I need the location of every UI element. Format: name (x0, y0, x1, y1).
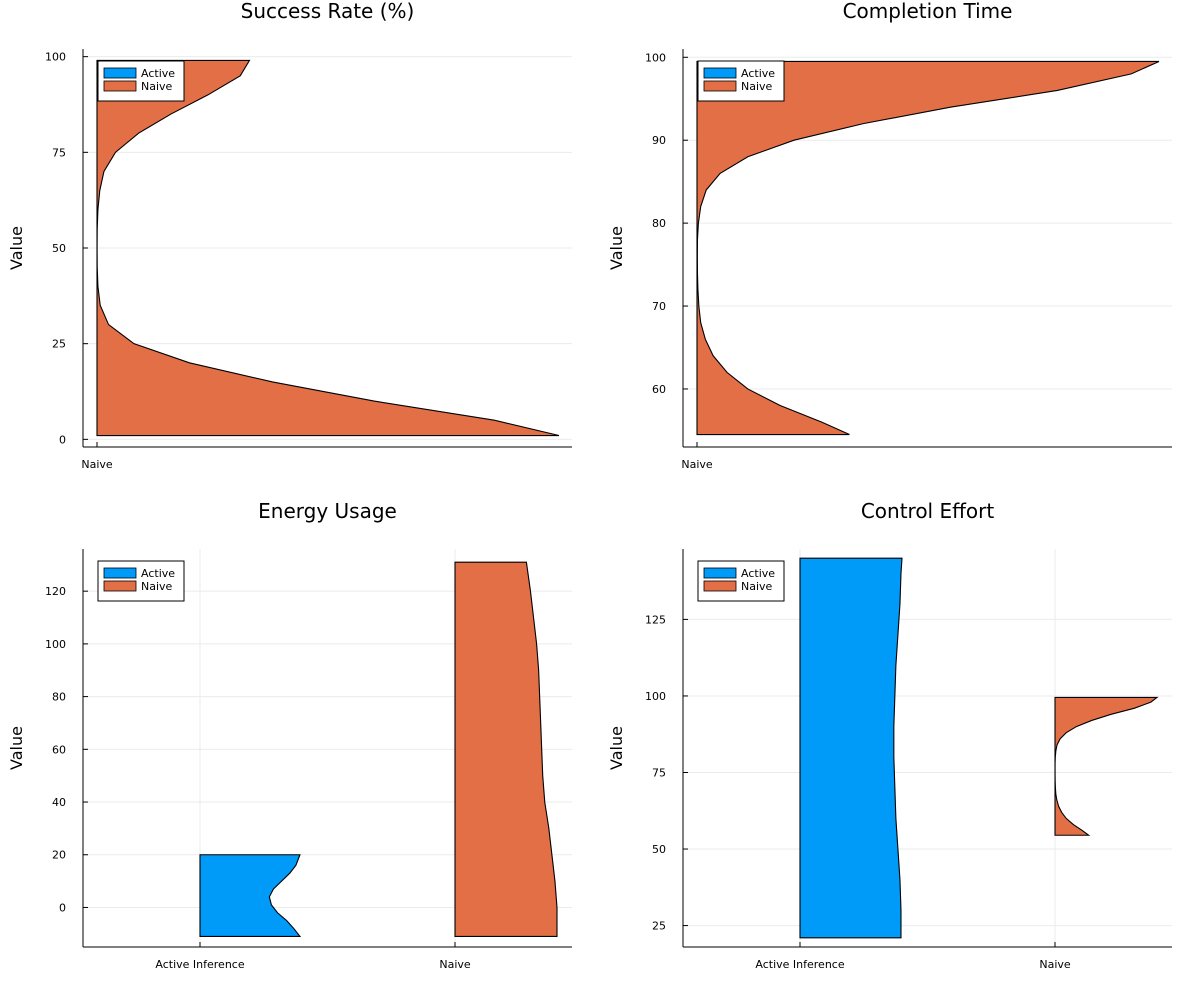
legend-label-naive: Naive (741, 80, 773, 93)
y-tick-label-50: 50 (52, 242, 66, 255)
legend-label-active: Active (141, 567, 175, 580)
panel-energy-usage: 0 20 40 60 80 100 120 Active Inference Naive Ener… (7, 499, 572, 971)
y-tick-label-125: 125 (645, 613, 666, 626)
legend-label-active: Active (741, 567, 775, 580)
y-axis-label: Value (607, 226, 626, 270)
y-tick-label-20: 20 (52, 849, 66, 862)
y-tick-label-0: 0 (59, 433, 66, 446)
legend-swatch-active (103, 567, 137, 579)
y-tick-label-120: 120 (45, 585, 66, 598)
y-tick-label-75: 75 (52, 146, 66, 159)
x-tick-label-active-inference: Active Inference (755, 958, 844, 971)
chart-title: Success Rate (%) (241, 0, 415, 23)
y-tick-label-60: 60 (52, 743, 66, 756)
legend-label-active: Active (741, 67, 775, 80)
legend-swatch-active (103, 67, 137, 79)
x-tick-label-naive: Naive (439, 958, 471, 971)
panel-success-rate: 0 25 50 75 100 Naive Success Rate (%) Value Acti… (7, 0, 572, 471)
legend-swatch-active (703, 67, 737, 79)
panel-completion-time: 60 70 80 90 100 Naive Completion Time Value Acti… (607, 0, 1172, 471)
x-tick-label-naive: Naive (681, 458, 713, 471)
y-tick-label-80: 80 (652, 217, 666, 230)
legend-swatch-active (703, 567, 737, 579)
y-tick-label-25: 25 (52, 338, 66, 351)
violin-active-active-inference (199, 854, 302, 938)
y-axis-label: Value (607, 726, 626, 770)
y-axis-label: Value (7, 226, 26, 270)
y-tick-label-40: 40 (52, 796, 66, 809)
legend-swatch-naive (103, 580, 137, 592)
legend-swatch-naive (703, 80, 737, 92)
y-axis-label: Value (7, 726, 26, 770)
legend-label-naive: Naive (141, 580, 173, 593)
y-tick-label-100: 100 (45, 51, 66, 64)
legend-label-naive: Naive (741, 580, 773, 593)
violin-naive-naive (1054, 696, 1159, 836)
legend-swatch-naive (703, 580, 737, 592)
legend-swatch-naive (103, 80, 137, 92)
x-tick-label-naive: Naive (81, 458, 113, 471)
y-tick-label-100: 100 (645, 51, 666, 64)
violin-active-active-inference (799, 557, 903, 939)
legend-label-naive: Naive (141, 80, 173, 93)
y-tick-label-80: 80 (52, 691, 66, 704)
x-tick-label-naive: Naive (1039, 958, 1071, 971)
legend-label-active: Active (141, 67, 175, 80)
panel-control-effort: 25 50 75 100 125 Active Inference Naive Control… (607, 499, 1172, 971)
chart-title: Completion Time (843, 0, 1013, 23)
y-tick-label-100: 100 (45, 638, 66, 651)
violin-naive-naive (696, 60, 1160, 436)
y-tick-label-75: 75 (652, 766, 666, 779)
y-tick-label-50: 50 (652, 843, 666, 856)
chart-title: Energy Usage (258, 499, 397, 523)
y-tick-label-60: 60 (652, 383, 666, 396)
chart-title: Control Effort (861, 499, 995, 523)
y-tick-label-70: 70 (652, 300, 666, 313)
y-tick-label-100: 100 (645, 690, 666, 703)
x-tick-label-active-inference: Active Inference (155, 958, 244, 971)
y-tick-label-0: 0 (59, 901, 66, 914)
y-tick-label-25: 25 (652, 920, 666, 933)
y-tick-label-90: 90 (652, 134, 666, 147)
violin-naive-naive (454, 561, 558, 938)
